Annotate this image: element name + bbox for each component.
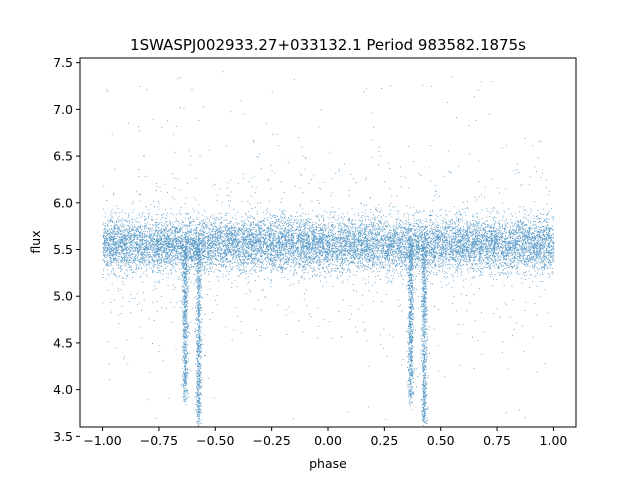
x-axis-label: phase xyxy=(309,456,347,471)
y-tick-label: 6.5 xyxy=(53,149,73,164)
y-tick-label: 7.5 xyxy=(53,55,73,70)
y-tick-label: 4.5 xyxy=(53,335,73,350)
y-tick-label: 3.5 xyxy=(53,429,73,444)
y-tick-label: 4.0 xyxy=(53,382,73,397)
y-tick-label: 6.0 xyxy=(53,195,73,210)
scatter-points xyxy=(102,71,555,428)
y-axis-ticks: 3.5 4.0 4.5 5.0 5.5 6.0 6.5 7.0 7.5 xyxy=(53,55,80,444)
scatter-series xyxy=(102,71,555,428)
y-tick-label: 7.0 xyxy=(53,102,73,117)
chart-title: 1SWASPJ002933.27+033132.1 Period 983582.… xyxy=(130,36,526,54)
y-axis-label: flux xyxy=(28,230,43,253)
x-tick-label: 0.00 xyxy=(314,433,342,448)
x-tick-label: −1.00 xyxy=(83,433,121,448)
x-tick-label: 1.00 xyxy=(540,433,568,448)
y-tick-label: 5.5 xyxy=(53,242,73,257)
x-tick-label: 0.50 xyxy=(427,433,455,448)
x-tick-label: −0.75 xyxy=(140,433,178,448)
x-axis-ticks: −1.00 −0.75 −0.50 −0.25 0.00 0.25 0.50 0.75 1.00 xyxy=(83,427,567,448)
x-tick-label: −0.50 xyxy=(196,433,234,448)
x-tick-label: −0.25 xyxy=(252,433,290,448)
y-tick-label: 5.0 xyxy=(53,289,73,304)
x-tick-label: 0.75 xyxy=(483,433,511,448)
x-tick-label: 0.25 xyxy=(370,433,398,448)
